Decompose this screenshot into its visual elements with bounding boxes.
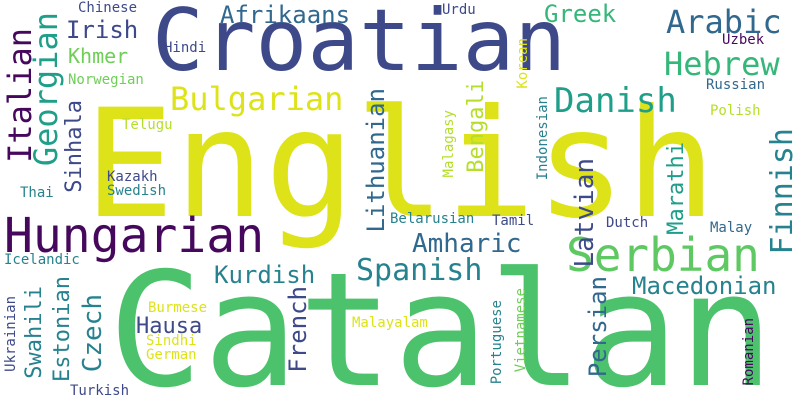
word-malagasy: Malagasy <box>441 110 457 178</box>
word-macedonian: Macedonian <box>632 272 777 300</box>
word-khmer: Khmer <box>68 44 129 68</box>
word-hindi: Hindi <box>164 40 207 56</box>
word-dutch: Dutch <box>606 215 649 231</box>
word-lithuanian: Lithuanian <box>362 88 390 233</box>
word-urdu: Urdu <box>442 2 476 18</box>
word-romanian: Romanian <box>741 318 757 386</box>
word-malay: Malay <box>710 220 753 236</box>
word-sinhala: Sinhala <box>62 100 87 193</box>
word-greek: Greek <box>544 0 617 28</box>
word-thai: Thai <box>20 185 54 201</box>
word-english: English <box>84 78 717 252</box>
word-vietnamese: Vietnamese <box>513 288 529 373</box>
word-telugu: Telugu <box>122 117 173 133</box>
word-danish: Danish <box>554 81 677 121</box>
word-russian: Russian <box>706 77 766 93</box>
word-czech: Czech <box>78 294 108 373</box>
word-kurdish: Kurdish <box>214 261 316 289</box>
word-bengali: Bengali <box>464 80 489 173</box>
word-turkish: Turkish <box>70 383 130 399</box>
word-georgian: Georgian <box>27 12 65 167</box>
word-korean: Korean <box>515 38 531 89</box>
word-estonian: Estonian <box>50 276 75 382</box>
word-hausa: Hausa <box>136 314 203 339</box>
word-portuguese: Portuguese <box>489 300 505 385</box>
word-irish: Irish <box>66 16 139 44</box>
word-french: French <box>284 286 312 373</box>
word-swedish: Swedish <box>107 183 167 199</box>
word-catalan: Catalan <box>108 239 774 400</box>
word-persian: Persian <box>584 276 612 378</box>
word-finnish: Finnish <box>765 128 800 255</box>
word-belarusian: Belarusian <box>390 211 475 227</box>
word-bulgarian: Bulgarian <box>170 80 344 118</box>
word-hebrew: Hebrew <box>664 45 780 83</box>
word-sindhi: Sindhi <box>146 333 197 349</box>
word-german: German <box>146 347 197 363</box>
word-swahili: Swahili <box>22 286 47 379</box>
word-serbian: Serbian <box>566 228 760 282</box>
word-arabic: Arabic <box>666 3 782 41</box>
word-spanish: Spanish <box>356 253 483 288</box>
word-burmese: Burmese <box>148 300 208 316</box>
word-tamil: Tamil <box>492 213 535 229</box>
word-ukrainian: Ukrainian <box>3 296 19 372</box>
word-norwegian: Norwegian <box>68 72 144 88</box>
word-icelandic: Icelandic <box>4 252 80 268</box>
word-indonesian: Indonesian <box>535 96 551 181</box>
word-latvian: Latvian <box>570 158 600 268</box>
word-hungarian: Hungarian <box>4 208 265 264</box>
word-marathi: Marathi <box>664 142 689 235</box>
word-polish: Polish <box>710 103 761 119</box>
word-uzbek: Uzbek <box>722 32 765 48</box>
word-croatian: Croatian <box>152 0 567 91</box>
word-afrikaans: Afrikaans <box>220 1 351 29</box>
word-kazakh: Kazakh <box>107 169 158 185</box>
word-amharic: Amharic <box>412 229 522 259</box>
word-malayalam: Malayalam <box>352 315 428 331</box>
word-chinese: Chinese <box>78 0 138 16</box>
